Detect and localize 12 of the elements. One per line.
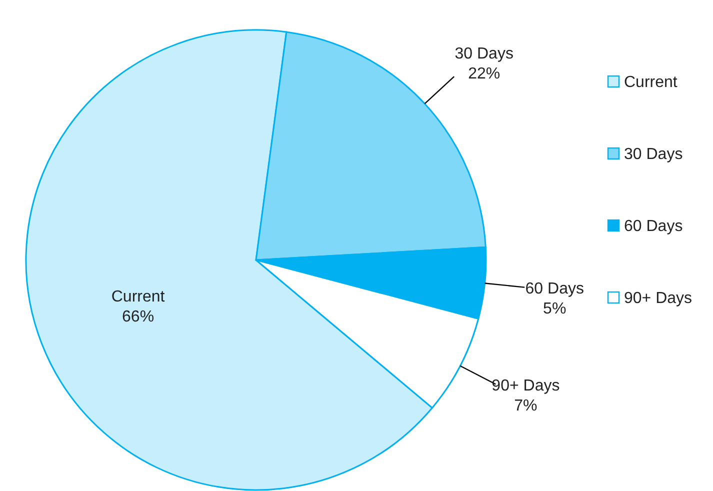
- legend-label: 90+ Days: [624, 290, 692, 307]
- data-label: 7%: [514, 397, 538, 414]
- slice-label: 60 Days: [525, 280, 584, 298]
- legend-label: Current: [624, 74, 678, 91]
- slice-label: Current: [111, 288, 166, 306]
- legend-label: 60 Days: [624, 218, 683, 235]
- slice-label: 90+ Days: [492, 377, 560, 394]
- slice-label: 30 Days: [454, 46, 514, 63]
- data-label: 5%: [543, 300, 566, 318]
- data-label: 66%: [122, 308, 154, 326]
- legend-label: 30 Days: [624, 146, 683, 163]
- data-label: 22%: [468, 66, 500, 83]
